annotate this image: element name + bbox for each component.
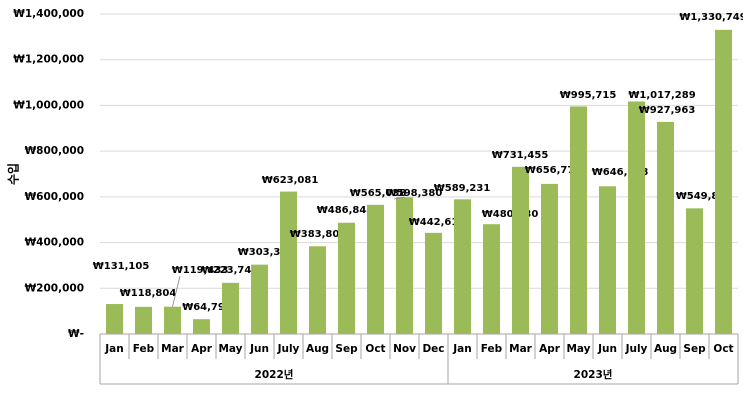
- group-label: 2023년: [574, 368, 613, 381]
- y-tick-label: ₩1,400,000: [13, 8, 84, 20]
- y-tick-label: ₩600,000: [25, 191, 84, 203]
- value-label: ₩119,433: [172, 265, 229, 276]
- value-label: ₩565,038: [350, 188, 407, 199]
- value-label: ₩995,715: [560, 90, 617, 101]
- x-tick-label: May: [218, 343, 242, 355]
- value-label: ₩1,017,289: [628, 90, 695, 101]
- value-label: ₩131,105: [93, 261, 150, 272]
- value-label: ₩927,963: [639, 105, 696, 116]
- x-tick-label: Jun: [597, 343, 617, 355]
- bar: [686, 208, 703, 334]
- bar: [599, 186, 616, 334]
- value-label: ₩623,081: [262, 175, 319, 186]
- bar: [628, 101, 645, 334]
- value-label: ₩223,745: [202, 265, 259, 276]
- bar: [193, 319, 210, 334]
- y-tick-label: ₩1,200,000: [13, 54, 84, 66]
- bar: [106, 304, 123, 334]
- bar: [396, 197, 413, 334]
- y-tick-label: ₩1,000,000: [13, 99, 84, 111]
- x-tick-label: Oct: [365, 343, 385, 355]
- bar: [135, 306, 152, 334]
- x-tick-label: Jan: [104, 343, 123, 355]
- bar: [338, 222, 355, 334]
- bar: [715, 29, 732, 335]
- bar: [164, 306, 181, 334]
- bar: [454, 199, 471, 334]
- x-tick-label: Sep: [335, 343, 358, 355]
- x-tick-label: Aug: [306, 343, 329, 355]
- group-label: 2022년: [255, 368, 294, 381]
- x-tick-label: Dec: [422, 343, 444, 355]
- x-tick-label: Oct: [713, 343, 733, 355]
- value-label: ₩598,380: [386, 188, 443, 199]
- x-tick-label: Aug: [654, 343, 677, 355]
- y-tick-label: ₩-: [68, 328, 84, 340]
- x-tick-label: Mar: [509, 343, 533, 355]
- x-tick-label: Apr: [539, 343, 561, 355]
- value-label: ₩64,793: [182, 302, 232, 313]
- value-label: ₩549,810: [676, 191, 733, 202]
- bar: [512, 166, 529, 334]
- bar: [483, 224, 500, 334]
- x-tick-label: Jun: [249, 343, 269, 355]
- bar: [222, 282, 239, 334]
- y-axis-label: 수입: [7, 163, 21, 185]
- x-tick-label: May: [566, 343, 590, 355]
- value-label: ₩442,619: [409, 217, 466, 228]
- bar: [657, 121, 674, 335]
- x-tick-label: Nov: [393, 343, 416, 355]
- y-tick-label: ₩800,000: [25, 145, 84, 157]
- x-tick-label: Jan: [452, 343, 471, 355]
- x-tick-label: Feb: [133, 343, 155, 355]
- x-tick-label: Apr: [191, 343, 213, 355]
- value-label: ₩589,231: [434, 183, 491, 194]
- bar: [425, 232, 442, 334]
- y-tick-label: ₩400,000: [25, 237, 84, 249]
- bar: [367, 204, 384, 334]
- x-tick-label: Feb: [481, 343, 503, 355]
- bar: [251, 264, 268, 334]
- value-label: ₩1,330,749: [679, 12, 743, 23]
- value-label: ₩480,430: [482, 209, 539, 220]
- value-label: ₩383,809: [290, 229, 347, 240]
- value-label: ₩646,198: [592, 167, 649, 178]
- x-tick-label: July: [277, 343, 300, 355]
- bar: [280, 191, 297, 334]
- value-label: ₩486,844: [317, 205, 374, 216]
- value-label: ₩303,396: [238, 247, 295, 258]
- x-tick-label: July: [625, 343, 648, 355]
- value-label: ₩656,778: [525, 165, 582, 176]
- bar: [309, 246, 326, 334]
- y-tick-label: ₩200,000: [25, 282, 84, 294]
- value-label: ₩118,804: [120, 288, 177, 299]
- leader-line: [393, 196, 405, 200]
- bar: [541, 183, 558, 334]
- x-tick-label: Sep: [683, 343, 706, 355]
- x-tick-label: Mar: [161, 343, 185, 355]
- bar: [570, 106, 587, 335]
- value-label: ₩731,455: [492, 150, 549, 161]
- leader-line: [172, 275, 181, 307]
